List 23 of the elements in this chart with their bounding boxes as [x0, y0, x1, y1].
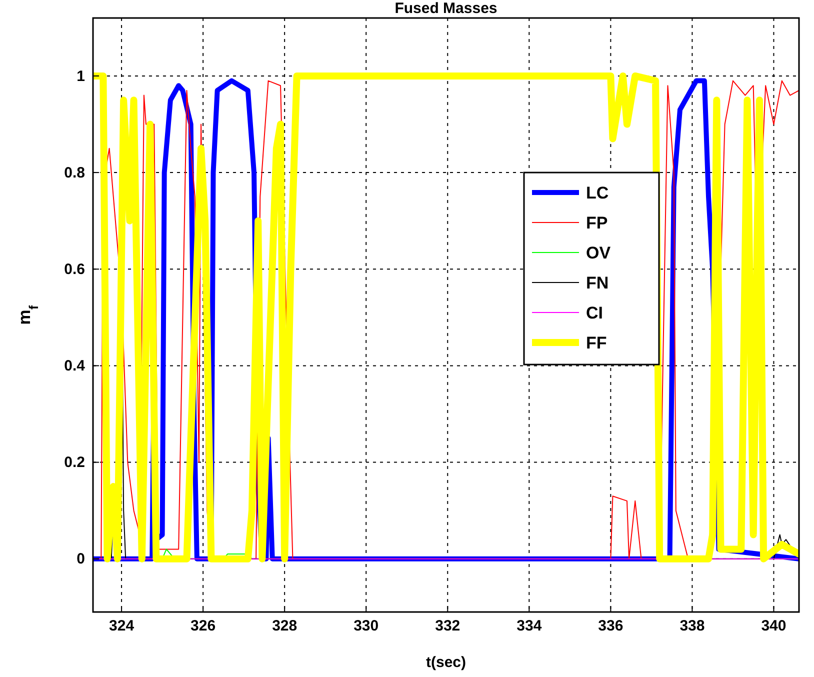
legend-label: FP	[586, 214, 608, 233]
y-tick-label: 0.4	[64, 358, 86, 375]
legend-label: OV	[586, 244, 612, 263]
y-tick-label: 0.8	[64, 164, 85, 182]
x-tick-label: 336	[598, 618, 624, 635]
y-tick-label: 0.2	[64, 454, 85, 472]
x-tick-label: 334	[516, 618, 542, 635]
x-tick-label: 338	[680, 618, 705, 635]
y-tick-label: 1	[76, 68, 85, 85]
x-tick-label: 340	[761, 618, 786, 635]
x-tick-label: 326	[190, 618, 216, 635]
x-tick-label: 328	[272, 618, 298, 635]
legend-label: FN	[586, 274, 609, 293]
legend-label: LC	[586, 184, 609, 203]
y-tick-label: 0	[76, 550, 85, 568]
x-axis-title: t(sec)	[426, 654, 466, 671]
y-tick-label: 0.6	[64, 260, 85, 278]
x-tick-label: 324	[109, 618, 135, 635]
legend-label: CI	[586, 304, 603, 323]
chart-title: Fused Masses	[394, 0, 498, 17]
x-tick-label: 332	[435, 618, 460, 635]
x-tick-label: 330	[354, 618, 379, 635]
legend-label: FF	[586, 334, 607, 353]
